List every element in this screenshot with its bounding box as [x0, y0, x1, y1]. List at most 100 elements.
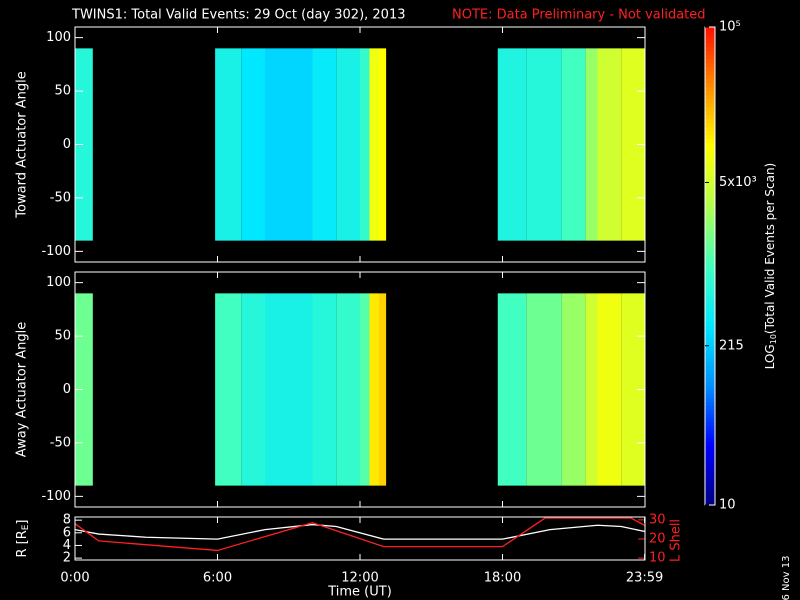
colorbar-swatch [705, 186, 715, 191]
colorbar-swatch [705, 106, 715, 112]
colorbar-swatch [705, 337, 715, 343]
heat-cell [597, 48, 622, 241]
y2-tick-label: 30 [649, 512, 666, 527]
chart-title: TWINS1: Total Valid Events: 29 Oct (day … [71, 8, 406, 23]
date-stamp: 6 Nov 13 [781, 556, 792, 600]
colorbar-swatch [705, 210, 715, 215]
colorbar-swatch [705, 86, 715, 92]
colorbar-swatch [705, 321, 715, 327]
heat-cell [75, 293, 93, 486]
colorbar-swatch [705, 130, 715, 136]
colorbar-swatch [705, 42, 715, 48]
colorbar-label-part: LOG [763, 344, 777, 369]
heat-cell [561, 48, 586, 241]
colorbar-swatch [705, 74, 715, 80]
colorbar-swatch [705, 377, 715, 383]
colorbar-swatch [705, 194, 715, 199]
colorbar-swatch [705, 250, 715, 255]
heat-cell [497, 293, 527, 486]
y-axis-label: Away Actuator Angle [15, 322, 30, 457]
y-tick-label: 50 [54, 329, 71, 344]
colorbar-swatch [705, 361, 715, 367]
colorbar-swatch [705, 206, 715, 211]
x-tick-label: 23:59 [626, 571, 663, 586]
colorbar-swatch [705, 501, 715, 506]
colorbar-swatch [705, 293, 715, 299]
heat-cell [585, 48, 598, 241]
colorbar-swatch [705, 82, 715, 88]
x-axis-label: Time (UT) [327, 585, 392, 600]
colorbar-swatch [705, 27, 715, 32]
colorbar-swatch [705, 70, 715, 76]
colorbar-swatch [705, 94, 715, 100]
colorbar-swatch [705, 437, 715, 442]
colorbar-swatch [705, 90, 715, 96]
heat-cell [265, 48, 313, 241]
colorbar-swatch [705, 465, 715, 470]
colorbar-swatch [705, 457, 715, 462]
colorbar-swatch [705, 289, 715, 295]
colorbar-swatch [705, 413, 715, 418]
heat-cell [312, 293, 337, 486]
colorbar-swatch [705, 429, 715, 434]
colorbar-swatch [705, 417, 715, 422]
heat-cell [621, 293, 645, 486]
colorbar-swatch [705, 269, 715, 275]
heat-cell [526, 48, 562, 241]
colorbar-swatch [705, 122, 715, 128]
colorbar-swatch [705, 50, 715, 56]
colorbar-swatch [705, 222, 715, 227]
colorbar-swatch [705, 441, 715, 446]
colorbar-swatch [705, 246, 715, 251]
colorbar-swatch [705, 393, 715, 399]
colorbar-swatch [705, 262, 715, 267]
y-tick-label: 6 [63, 525, 71, 540]
colorbar-swatch [705, 473, 715, 478]
colorbar-swatch [705, 309, 715, 315]
colorbar-swatch [705, 134, 715, 140]
colorbar-swatch [705, 405, 715, 410]
colorbar-swatch [705, 254, 715, 259]
y-tick-label: 2 [63, 551, 71, 566]
x-tick-label: 18:00 [484, 571, 521, 586]
colorbar-swatch [705, 110, 715, 116]
colorbar-swatch [705, 170, 715, 175]
y2-tick-label: 10 [649, 551, 666, 566]
colorbar-swatch [705, 401, 715, 407]
colorbar-swatch [705, 445, 715, 450]
colorbar-swatch [705, 341, 715, 347]
colorbar-tick-label: 10 [719, 498, 736, 513]
line [74, 523, 646, 540]
heat-cell [360, 293, 370, 486]
heat-cell [379, 293, 387, 486]
colorbar-swatch [705, 409, 715, 414]
colorbar-swatch [705, 174, 715, 179]
colorbar-swatch [705, 114, 715, 120]
colorbar-swatch [705, 38, 715, 44]
y-axis-label: Toward Actuator Angle [15, 71, 30, 218]
heat-cell [369, 293, 379, 486]
colorbar-label-sub: 10 [769, 334, 778, 344]
colorbar-swatch [705, 178, 715, 183]
colorbar-swatch [705, 477, 715, 482]
y2-axis-label: L Shell [669, 519, 684, 562]
heat-cell [241, 293, 265, 486]
colorbar-label-rest: (Total Valid Events per Scan) [763, 163, 777, 334]
colorbar-swatch [705, 357, 715, 363]
colorbar-swatch [705, 469, 715, 474]
colorbar-swatch [705, 46, 715, 52]
y-tick-label: -50 [50, 190, 71, 205]
heat-cell [312, 48, 337, 241]
colorbar-swatch [705, 142, 715, 148]
heat-cell [241, 48, 265, 241]
colorbar-swatch [705, 198, 715, 203]
colorbar-swatch [705, 381, 715, 387]
colorbar-swatch [705, 154, 715, 160]
colorbar-swatch [705, 493, 715, 498]
line [74, 517, 646, 552]
colorbar-swatch [705, 266, 715, 271]
heat-cell [215, 48, 242, 241]
colorbar-swatch [705, 230, 715, 235]
colorbar-tick-label: 5x10³ [719, 175, 757, 190]
